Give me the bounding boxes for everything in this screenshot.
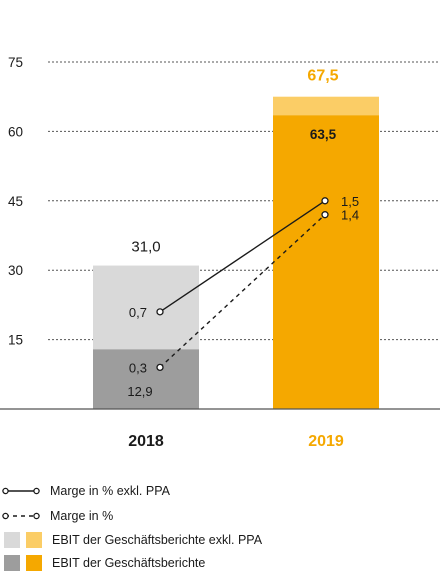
margin-line-total xyxy=(159,214,326,368)
bar-segment-ebit-2018 xyxy=(93,349,199,409)
margin-point xyxy=(156,308,164,316)
legend-label: EBIT der Geschäftsberichte xyxy=(52,556,206,570)
legend-item-marge-exkl-ppa: Marge in % exkl. PPA xyxy=(0,480,170,502)
margin-label: 1,4 xyxy=(341,208,359,223)
bar-base-label-2019: 63,5 xyxy=(310,127,337,142)
legend-label: Marge in % exkl. PPA xyxy=(50,484,170,498)
x-category-label-2019: 2019 xyxy=(308,433,344,450)
bar-base-label-2018: 12,9 xyxy=(127,384,152,399)
margin-point xyxy=(321,211,329,219)
bar-total-label-2019: 67,5 xyxy=(307,68,338,85)
bar-total-label-2018: 31,0 xyxy=(131,239,160,256)
light-orange-swatch xyxy=(26,532,42,548)
legend-label: EBIT der Geschäftsberichte exkl. PPA xyxy=(52,533,263,547)
dashed-line-marker-icon xyxy=(2,512,40,520)
light-swatch-pair xyxy=(4,532,42,548)
light-grey-swatch xyxy=(4,532,20,548)
dark-orange-swatch xyxy=(26,555,42,571)
x-category-label-2018: 2018 xyxy=(128,433,164,450)
margin-label: 0,7 xyxy=(129,305,147,320)
dark-grey-swatch xyxy=(4,555,20,571)
y-tick-label: 45 xyxy=(8,194,23,209)
y-tick-label: 30 xyxy=(8,263,23,278)
dark-swatch-pair xyxy=(4,555,42,571)
legend-item-ebit-exkl-ppa: EBIT der Geschäftsberichte exkl. PPA xyxy=(0,529,262,551)
bar-segment-ebit-2019 xyxy=(273,115,379,409)
margin-line-exkl-ppa xyxy=(159,200,326,313)
legend-item-marge: Marge in % xyxy=(0,505,113,527)
margin-point xyxy=(156,363,164,372)
bar-segment-exkl-ppa-2018 xyxy=(93,265,199,350)
margin-label: 1,5 xyxy=(341,194,359,209)
bar-line-chart: 15 30 45 60 75 31,0 12,9 67,5 63,5 2018 2019 0,7 1,5… xyxy=(0,55,440,450)
y-tick-label: 15 xyxy=(8,333,23,348)
legend-label: Marge in % xyxy=(50,509,114,523)
legend-item-ebit: EBIT der Geschäftsberichte xyxy=(0,552,205,574)
solid-line-marker-icon xyxy=(2,487,40,495)
chart-legend: Marge in % exkl. PPA Marge in % EBIT der… xyxy=(0,470,443,580)
y-tick-label: 60 xyxy=(8,124,23,139)
margin-point xyxy=(321,197,329,205)
margin-label: 0,3 xyxy=(129,360,147,375)
y-tick-label: 75 xyxy=(8,55,23,70)
bar-segment-exkl-ppa-2019 xyxy=(273,96,379,116)
